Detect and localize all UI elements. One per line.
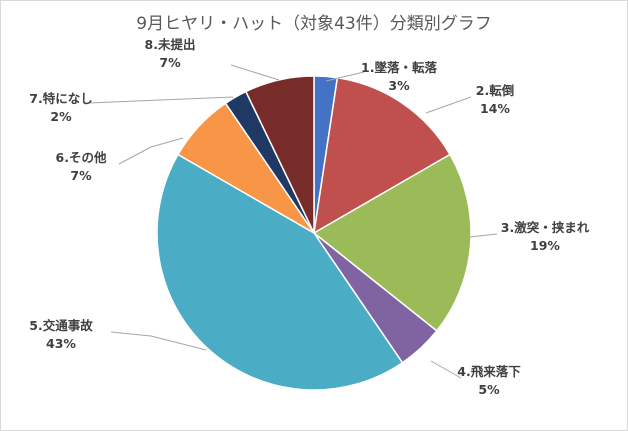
chart-title: 9月ヒヤリ・ハット（対象43件）分類別グラフ — [136, 14, 492, 34]
slice-percent-1: 3% — [388, 78, 410, 93]
slice-label-1: 1.墜落・転落 — [361, 60, 437, 75]
slice-label-6: 6.その他 — [56, 150, 107, 165]
slice-percent-3: 19% — [530, 238, 560, 253]
slice-label-4: 4.飛来落下 — [457, 364, 521, 379]
slice-label-3: 3.激突・挟まれ — [501, 220, 590, 235]
slice-label-8: 8.未提出 — [145, 37, 196, 52]
leader-line-1 — [325, 71, 365, 82]
pie-slice-5 — [156, 153, 404, 391]
leader-line-5 — [110, 331, 207, 351]
slice-percent-7: 2% — [50, 109, 72, 124]
leader-line-6 — [118, 137, 184, 165]
leader-line-3 — [469, 233, 498, 238]
leader-line-8 — [230, 64, 280, 81]
leader-line-2 — [425, 96, 472, 114]
slice-label-5: 5.交通事故 — [29, 318, 93, 333]
slice-percent-6: 7% — [70, 168, 92, 183]
leader-line-4 — [430, 360, 462, 379]
slice-label-7: 7.特になし — [29, 91, 92, 106]
leader-line-7 — [88, 96, 234, 104]
slice-percent-4: 5% — [478, 382, 500, 397]
slice-percent-8: 7% — [159, 55, 181, 70]
pie-slice-8 — [244, 75, 315, 234]
pie-slice-3 — [312, 153, 472, 332]
slice-percent-2: 14% — [480, 101, 510, 116]
slice-percent-5: 43% — [46, 336, 76, 351]
pie-slice-2 — [313, 76, 451, 235]
slice-label-2: 2.転倒 — [476, 83, 514, 98]
